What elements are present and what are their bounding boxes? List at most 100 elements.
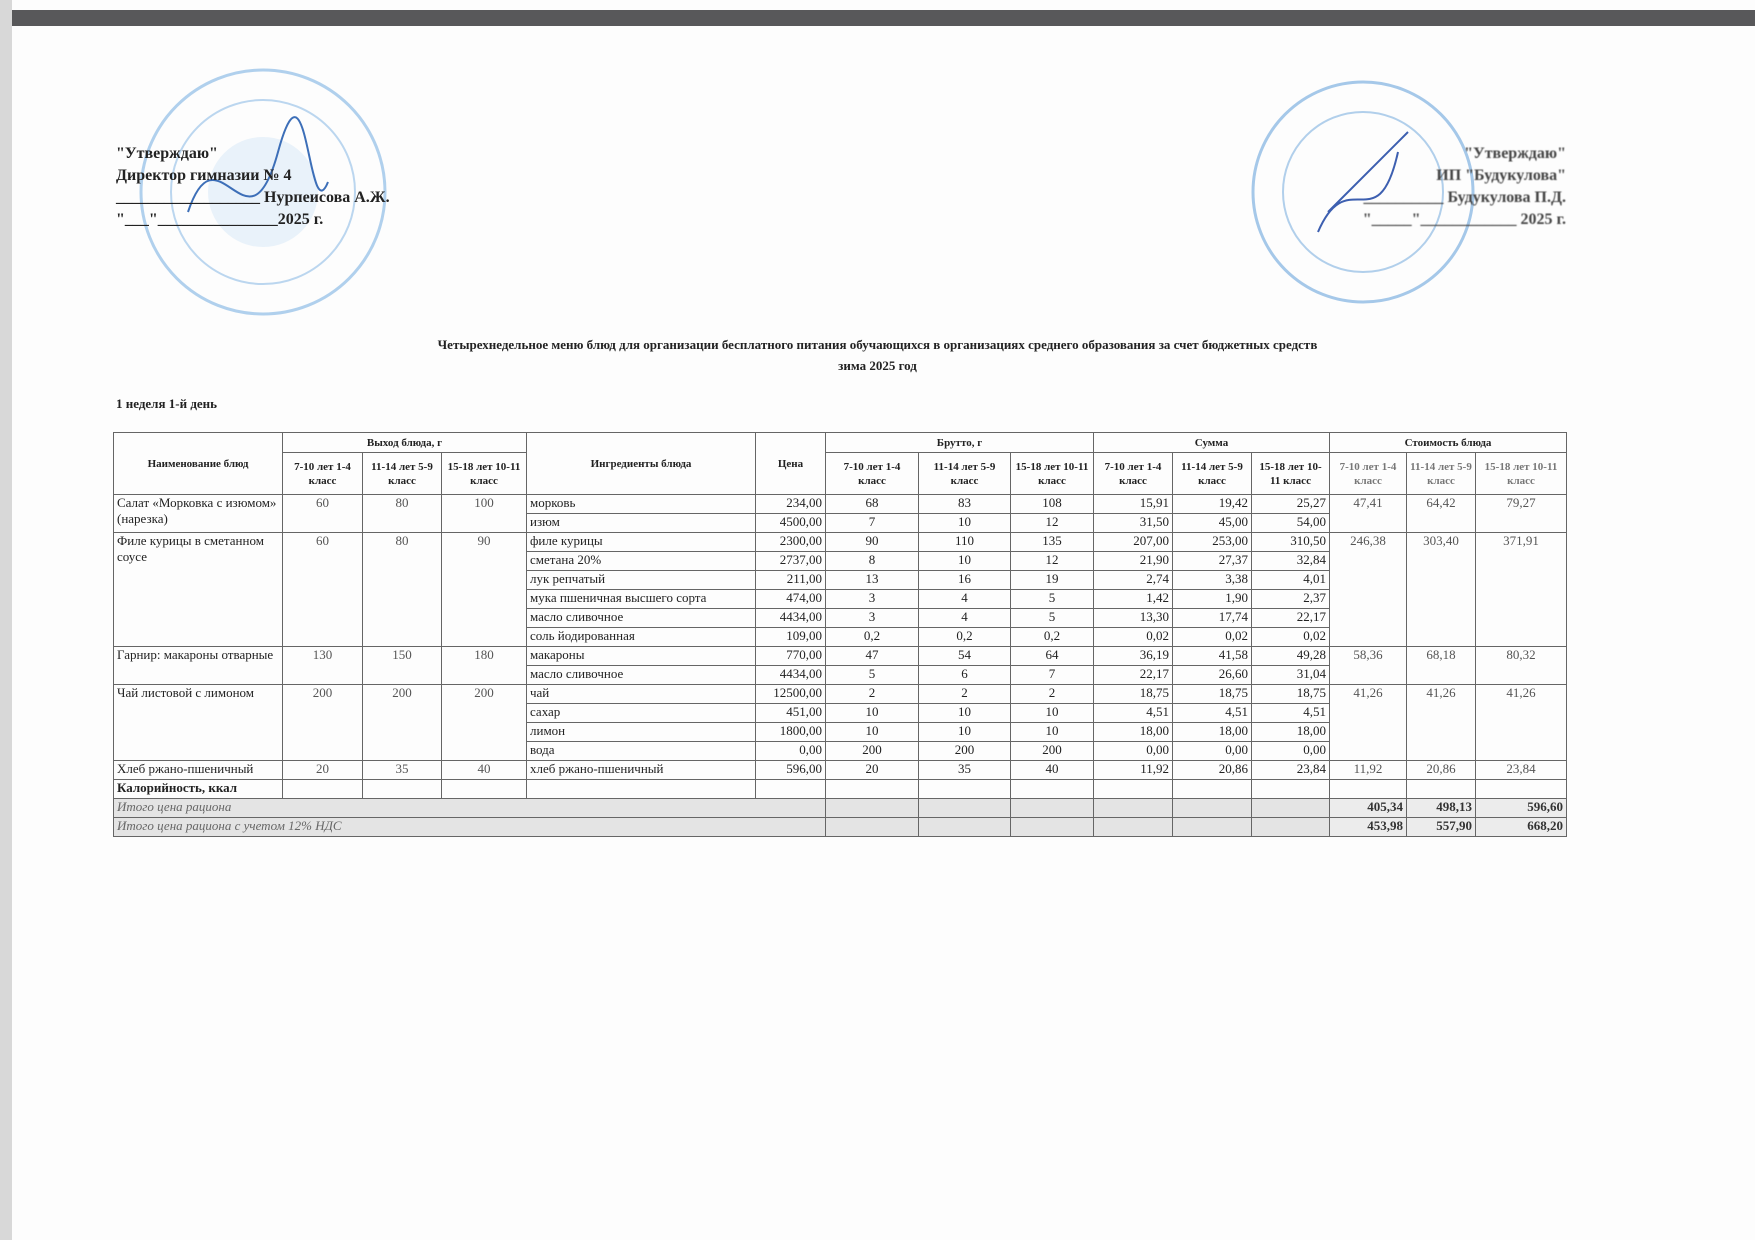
empty-cell [1010, 779, 1094, 799]
sum-value: 41,58 [1172, 646, 1252, 666]
dish-cost: 20,86 [1406, 760, 1476, 780]
sum-value: 0,00 [1172, 741, 1252, 761]
ingredient-name: макароны [526, 646, 756, 666]
empty-cell [1251, 798, 1330, 818]
header-price: Цена [755, 432, 826, 495]
brutto-value: 7 [1010, 665, 1094, 685]
empty-cell [1251, 779, 1330, 799]
dish-name: Чай листовой с лимоном [113, 684, 283, 761]
empty-cell [526, 779, 756, 799]
ingredient-price: 4500,00 [755, 513, 826, 533]
sum-value: 18,00 [1093, 722, 1173, 742]
dish-name: Филе курицы в сметанном соусе [113, 532, 283, 647]
sum-value: 18,00 [1172, 722, 1252, 742]
sum-value: 27,37 [1172, 551, 1252, 571]
sum-value: 4,51 [1251, 703, 1330, 723]
ingredient-price: 770,00 [755, 646, 826, 666]
brutto-value: 4 [918, 589, 1011, 609]
ingredient-name: сметана 20% [526, 551, 756, 571]
sum-value: 31,50 [1093, 513, 1173, 533]
approval-heading: "Утверждаю" [116, 145, 218, 162]
ingredient-name: хлеб ржано-пшеничный [526, 760, 756, 780]
empty-cell [1093, 798, 1173, 818]
header-age-group: 7-10 лет 1-4 класс [825, 452, 919, 495]
sum-value: 22,17 [1251, 608, 1330, 628]
day-label: 1 неделя 1-й день [116, 396, 218, 411]
header-subrow: 7-10 лет 1-4 класс 11-14 лет 5-9 класс 15-… [114, 452, 1567, 495]
dish-cost: 371,91 [1475, 532, 1567, 647]
dish-cost: 80,32 [1475, 646, 1567, 685]
empty-cell [1251, 817, 1330, 837]
empty-cell [282, 779, 363, 799]
brutto-value: 200 [825, 741, 919, 761]
sum-value: 3,38 [1172, 570, 1252, 590]
dish-name: Салат «Морковка с изюмом» (нарезка) [113, 494, 283, 533]
ingredient-name: вода [526, 741, 756, 761]
approval-heading: "Утверждаю" [1464, 145, 1566, 162]
sum-value: 13,30 [1093, 608, 1173, 628]
ingredient-price: 109,00 [755, 627, 826, 647]
empty-cell [825, 798, 919, 818]
empty-cell [1172, 798, 1252, 818]
table-row: масло сливочное 4434,00 5 6 7 22,17 26,60 31,04 [114, 665, 1567, 685]
dish-yield: 130 [282, 646, 363, 685]
header-name: Наименование блюд [113, 432, 283, 495]
sum-value: 18,75 [1251, 684, 1330, 704]
ingredient-name: лимон [526, 722, 756, 742]
sum-value: 23,84 [1251, 760, 1330, 780]
document-subtitle: зима 2025 год [838, 358, 917, 373]
sum-value: 207,00 [1093, 532, 1173, 552]
header-age-group: 15-18 лет 10-11 класс [1475, 452, 1567, 495]
total-row: Итого цена рациона с учетом 12% НДС 453,9… [113, 817, 1567, 837]
sum-value: 20,86 [1172, 760, 1252, 780]
total-label: Итого цена рациона с учетом 12% НДС [113, 817, 826, 837]
header-ingredients: Ингредиенты блюда [526, 432, 756, 495]
dish-cost: 41,26 [1329, 684, 1407, 761]
brutto-value: 68 [825, 494, 919, 514]
sum-value: 11,92 [1093, 760, 1173, 780]
empty-cell [1010, 798, 1094, 818]
brutto-value: 10 [918, 513, 1011, 533]
total-value: 557,90 [1406, 817, 1476, 837]
total-value: 596,60 [1475, 798, 1567, 818]
approval-block-left: "Утверждаю" Директор гимназии № 4 ______… [116, 143, 390, 231]
calories-row: Калорийность, ккал [113, 779, 1567, 799]
brutto-value: 5 [1010, 589, 1094, 609]
brutto-value: 13 [825, 570, 919, 590]
empty-cell [1172, 779, 1252, 799]
sum-value: 18,00 [1251, 722, 1330, 742]
ingredient-price: 12500,00 [755, 684, 826, 704]
header-age-group: 11-14 лет 5-9 класс [918, 452, 1011, 495]
school-stamp [139, 68, 387, 316]
sum-value: 4,51 [1093, 703, 1173, 723]
approver-organization: ИП "Будукулова" [1436, 167, 1566, 184]
dish-cost: 23,84 [1475, 760, 1567, 780]
table-row: изюм 4500,00 7 10 12 31,50 45,00 54,00 [114, 513, 1567, 533]
dish-cost: 79,27 [1475, 494, 1567, 533]
ingredient-name: чай [526, 684, 756, 704]
empty-cell [441, 779, 527, 799]
brutto-value: 135 [1010, 532, 1094, 552]
header-age-group: 7-10 лет 1-4 класс [1093, 452, 1173, 495]
sum-value: 0,00 [1251, 741, 1330, 761]
brutto-value: 2 [1010, 684, 1094, 704]
sum-value: 18,75 [1172, 684, 1252, 704]
ingredient-name: масло сливочное [526, 665, 756, 685]
brutto-value: 5 [1010, 608, 1094, 628]
brutto-value: 2 [825, 684, 919, 704]
ingredient-name: сахар [526, 703, 756, 723]
ingredient-price: 2300,00 [755, 532, 826, 552]
scan-border [0, 10, 1755, 26]
calories-label: Калорийность, ккал [113, 779, 283, 799]
sum-value: 32,84 [1251, 551, 1330, 571]
total-row: Итого цена рациона 405,34 498,13 596,60 [113, 798, 1567, 818]
sum-value: 21,90 [1093, 551, 1173, 571]
header-brutto: Брутто, г [825, 432, 1094, 453]
brutto-value: 10 [918, 722, 1011, 742]
sum-value: 31,04 [1251, 665, 1330, 685]
brutto-value: 10 [825, 722, 919, 742]
sum-value: 54,00 [1251, 513, 1330, 533]
sum-value: 4,01 [1251, 570, 1330, 590]
total-label: Итого цена рациона [113, 798, 826, 818]
